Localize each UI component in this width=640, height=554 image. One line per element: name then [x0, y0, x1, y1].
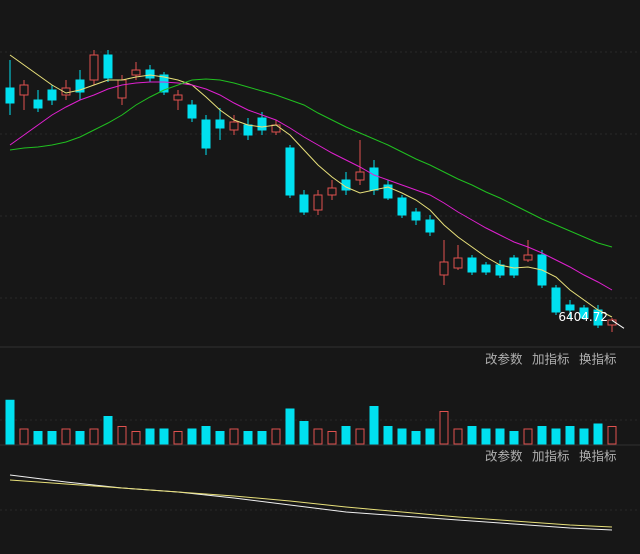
volume-bar — [215, 431, 225, 445]
toolbar-button[interactable]: 加指标 — [532, 449, 570, 464]
candle-body — [453, 257, 463, 269]
volume-bar — [201, 426, 211, 445]
volume-bar — [159, 428, 169, 445]
ma-line — [9, 81, 613, 291]
toolbar-button[interactable]: 改参数 — [485, 352, 523, 367]
volume-bar — [285, 408, 295, 445]
toolbar-button[interactable]: 改参数 — [485, 449, 523, 464]
volume-bar — [75, 431, 85, 445]
candle-body — [75, 79, 85, 93]
ma-line — [9, 54, 613, 318]
volume-bar — [383, 426, 393, 445]
volume-bar — [397, 428, 407, 445]
candle-body — [509, 257, 519, 276]
volume-bar — [19, 428, 29, 445]
last-price-pointer — [611, 319, 625, 329]
volume-bar — [453, 428, 463, 445]
volume-bar — [89, 428, 99, 445]
candle-body — [383, 184, 393, 199]
candle-body — [5, 87, 15, 104]
candle-body — [187, 104, 197, 119]
volume-bar — [243, 431, 253, 445]
candle-body — [327, 187, 337, 196]
volume-bar — [593, 423, 603, 445]
volume-bar — [607, 426, 617, 445]
volume-bar — [61, 428, 71, 445]
volume-bar — [271, 428, 281, 445]
candle-body — [117, 79, 127, 99]
volume-bar — [47, 431, 57, 445]
volume-bar — [131, 431, 141, 445]
volume-bar — [173, 431, 183, 445]
candle-body — [341, 179, 351, 191]
grid — [0, 51, 640, 511]
candle-body — [89, 54, 99, 81]
volume-bar — [103, 416, 113, 445]
volume-bar — [327, 431, 337, 445]
macd-line — [9, 479, 613, 528]
candle-body — [523, 254, 533, 261]
toolbar-button[interactable]: 换指标 — [579, 449, 617, 464]
volume-bar — [523, 428, 533, 445]
volume-bar — [481, 428, 491, 445]
candle-body — [565, 304, 575, 311]
candle-body — [257, 117, 267, 131]
volume-bar — [187, 428, 197, 445]
volume-bar — [537, 426, 547, 445]
ma-line — [9, 78, 613, 248]
candle-body — [313, 194, 323, 211]
candle-body — [201, 119, 211, 149]
volume-bar — [299, 421, 309, 445]
candle-body — [439, 261, 449, 276]
candle-body — [551, 287, 561, 313]
candle-body — [229, 121, 239, 131]
volume-bar — [579, 428, 589, 445]
volume-bar — [467, 426, 477, 445]
candle-body — [495, 264, 505, 276]
candle-body — [271, 124, 281, 133]
candle-body — [299, 194, 309, 213]
toolbar-button[interactable]: 加指标 — [532, 352, 570, 367]
candle-body — [579, 307, 589, 319]
volume-bar — [565, 426, 575, 445]
candle-body — [411, 211, 421, 221]
candle-body — [47, 89, 57, 101]
volume-bar — [341, 426, 351, 445]
candle-body — [355, 171, 365, 181]
candle-body — [243, 124, 253, 136]
volume-bar — [509, 431, 519, 445]
candle-body — [215, 119, 225, 129]
candle-body — [145, 69, 155, 79]
last-price-label: 6404.72 — [558, 310, 608, 324]
candle-body — [173, 94, 183, 101]
volume-bar — [439, 411, 449, 445]
volume-bar — [551, 428, 561, 445]
volume-bar — [5, 399, 15, 445]
volume-bar — [425, 428, 435, 445]
volume-bar — [257, 431, 267, 445]
volume-bar — [411, 431, 421, 445]
volume-bar — [145, 428, 155, 445]
volume-bar — [495, 428, 505, 445]
candle-body — [103, 54, 113, 79]
candle-body — [19, 84, 29, 96]
volume-bar — [369, 406, 379, 445]
volume-bar — [117, 426, 127, 445]
volume-bar — [313, 428, 323, 445]
volume-bar — [229, 428, 239, 445]
candle-body — [159, 74, 169, 93]
candle-body — [131, 69, 141, 76]
candle-body — [369, 167, 379, 191]
candle-body — [33, 99, 43, 109]
candle-body — [467, 257, 477, 273]
volume-bar — [355, 428, 365, 445]
candle-body — [425, 219, 435, 233]
candle-body — [285, 147, 295, 196]
candle-body — [481, 264, 491, 273]
candle-body — [397, 197, 407, 216]
candle-body — [61, 87, 71, 96]
volume-bar — [33, 431, 43, 445]
toolbar-button[interactable]: 换指标 — [579, 352, 617, 367]
